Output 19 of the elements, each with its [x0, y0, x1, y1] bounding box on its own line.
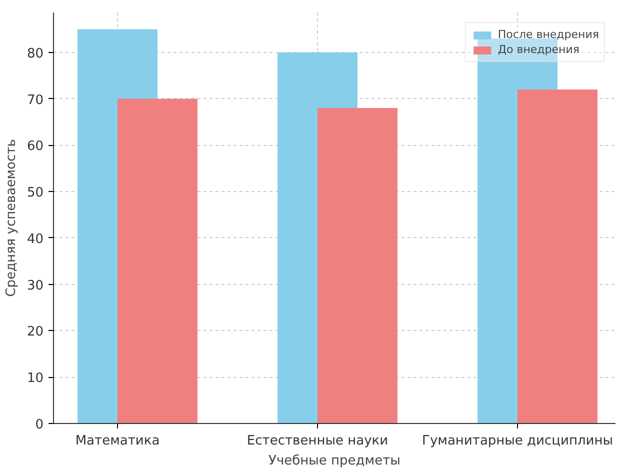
x-tick-label: Математика: [75, 434, 160, 448]
y-tick-label: 40: [26, 232, 44, 247]
y-tick-label: 70: [26, 92, 44, 108]
y-tick-label: 10: [26, 371, 44, 386]
bar: [118, 98, 198, 424]
x-tick-label: Естественные науки: [246, 434, 388, 448]
bar: [518, 90, 598, 424]
x-axis-title: Учебные предметы: [268, 454, 400, 468]
y-tick-label: 0: [35, 418, 44, 432]
legend-label: До внедрения: [498, 43, 580, 56]
legend-label: После внедрения: [498, 28, 599, 41]
x-tick-label: Гуманитарные дисциплины: [422, 434, 613, 448]
y-tick-label: 20: [26, 324, 44, 340]
y-tick-label: 30: [26, 278, 44, 294]
y-tick-label: 60: [26, 139, 44, 154]
y-tick-label: 80: [26, 46, 44, 62]
y-tick-label: 50: [26, 186, 44, 201]
y-axis-title: Средняя успеваемость: [4, 139, 19, 297]
bar: [318, 108, 398, 424]
